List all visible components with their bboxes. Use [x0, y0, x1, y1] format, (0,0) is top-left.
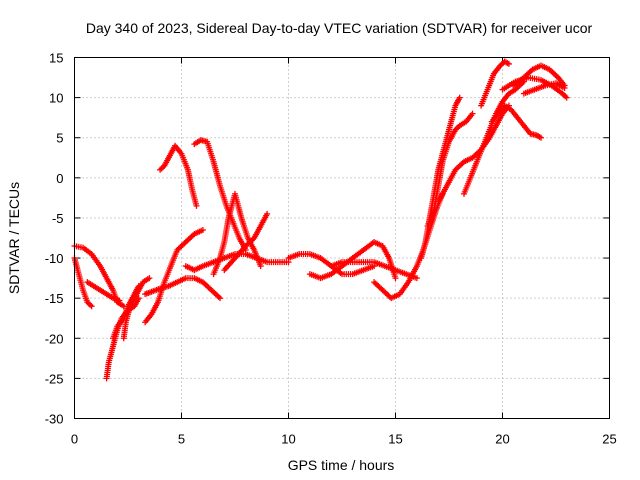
- series-track-11: [182, 251, 292, 274]
- grid-lines: [74, 57, 610, 419]
- x-tick-label: 15: [388, 432, 402, 447]
- series-track-25: [499, 74, 570, 101]
- y-tick-label: 0: [56, 171, 63, 186]
- data-point: [505, 60, 512, 67]
- data-point: [469, 110, 476, 117]
- data-point: [563, 94, 570, 101]
- y-tick-label: 10: [49, 91, 63, 106]
- series-track-16: [328, 259, 420, 282]
- y-tick-label: -30: [45, 412, 64, 427]
- data-point: [264, 210, 271, 217]
- data-point: [456, 94, 463, 101]
- y-tick-label: -25: [45, 371, 64, 386]
- axis-ticks: 0 5 10 15 20 25 15 10 5 0 -5 -10 -15 -20 -25 -30: [45, 51, 617, 447]
- series-track-10: [191, 137, 249, 254]
- data-point: [217, 295, 224, 302]
- series-track-23: [488, 102, 545, 141]
- series-track-22: [478, 58, 512, 109]
- plot-frame: [74, 57, 610, 419]
- y-tick-label: -5: [52, 211, 64, 226]
- y-axis-label: SDTVAR / TECUs: [6, 182, 22, 294]
- data-point: [392, 275, 399, 282]
- data-point: [257, 263, 264, 270]
- x-axis-label: GPS time / hours: [288, 457, 395, 473]
- y-tick-label: 15: [49, 51, 63, 66]
- series-track-8: [142, 275, 224, 302]
- x-tick-label: 5: [178, 432, 185, 447]
- x-tick-label: 10: [281, 432, 295, 447]
- x-tick-label: 0: [71, 432, 78, 447]
- data-point: [413, 275, 420, 282]
- series-track-6: [120, 275, 153, 342]
- x-tick-label: 20: [495, 432, 509, 447]
- y-tick-label: -20: [45, 331, 64, 346]
- data-point: [193, 202, 200, 209]
- data-point: [88, 303, 95, 310]
- series-track-19: [424, 110, 476, 229]
- chart-title: Day 340 of 2023, Sidereal Day-to-day VTE…: [86, 20, 593, 36]
- series-track-26: [520, 80, 568, 97]
- y-tick-label: 5: [56, 131, 63, 146]
- data-marks: [71, 58, 570, 382]
- data-point: [199, 226, 206, 233]
- x-tick-label: 25: [602, 432, 616, 447]
- data-point: [538, 134, 545, 141]
- series-track-7: [142, 226, 206, 326]
- y-tick-label: -15: [45, 291, 64, 306]
- series-track-3: [84, 279, 123, 304]
- data-point: [116, 297, 123, 304]
- series-track-13: [221, 210, 271, 274]
- series-track-9: [157, 142, 200, 209]
- data-point: [146, 275, 153, 282]
- series-track-14: [285, 251, 378, 278]
- data-point: [561, 84, 568, 91]
- y-tick-label: -10: [45, 251, 64, 266]
